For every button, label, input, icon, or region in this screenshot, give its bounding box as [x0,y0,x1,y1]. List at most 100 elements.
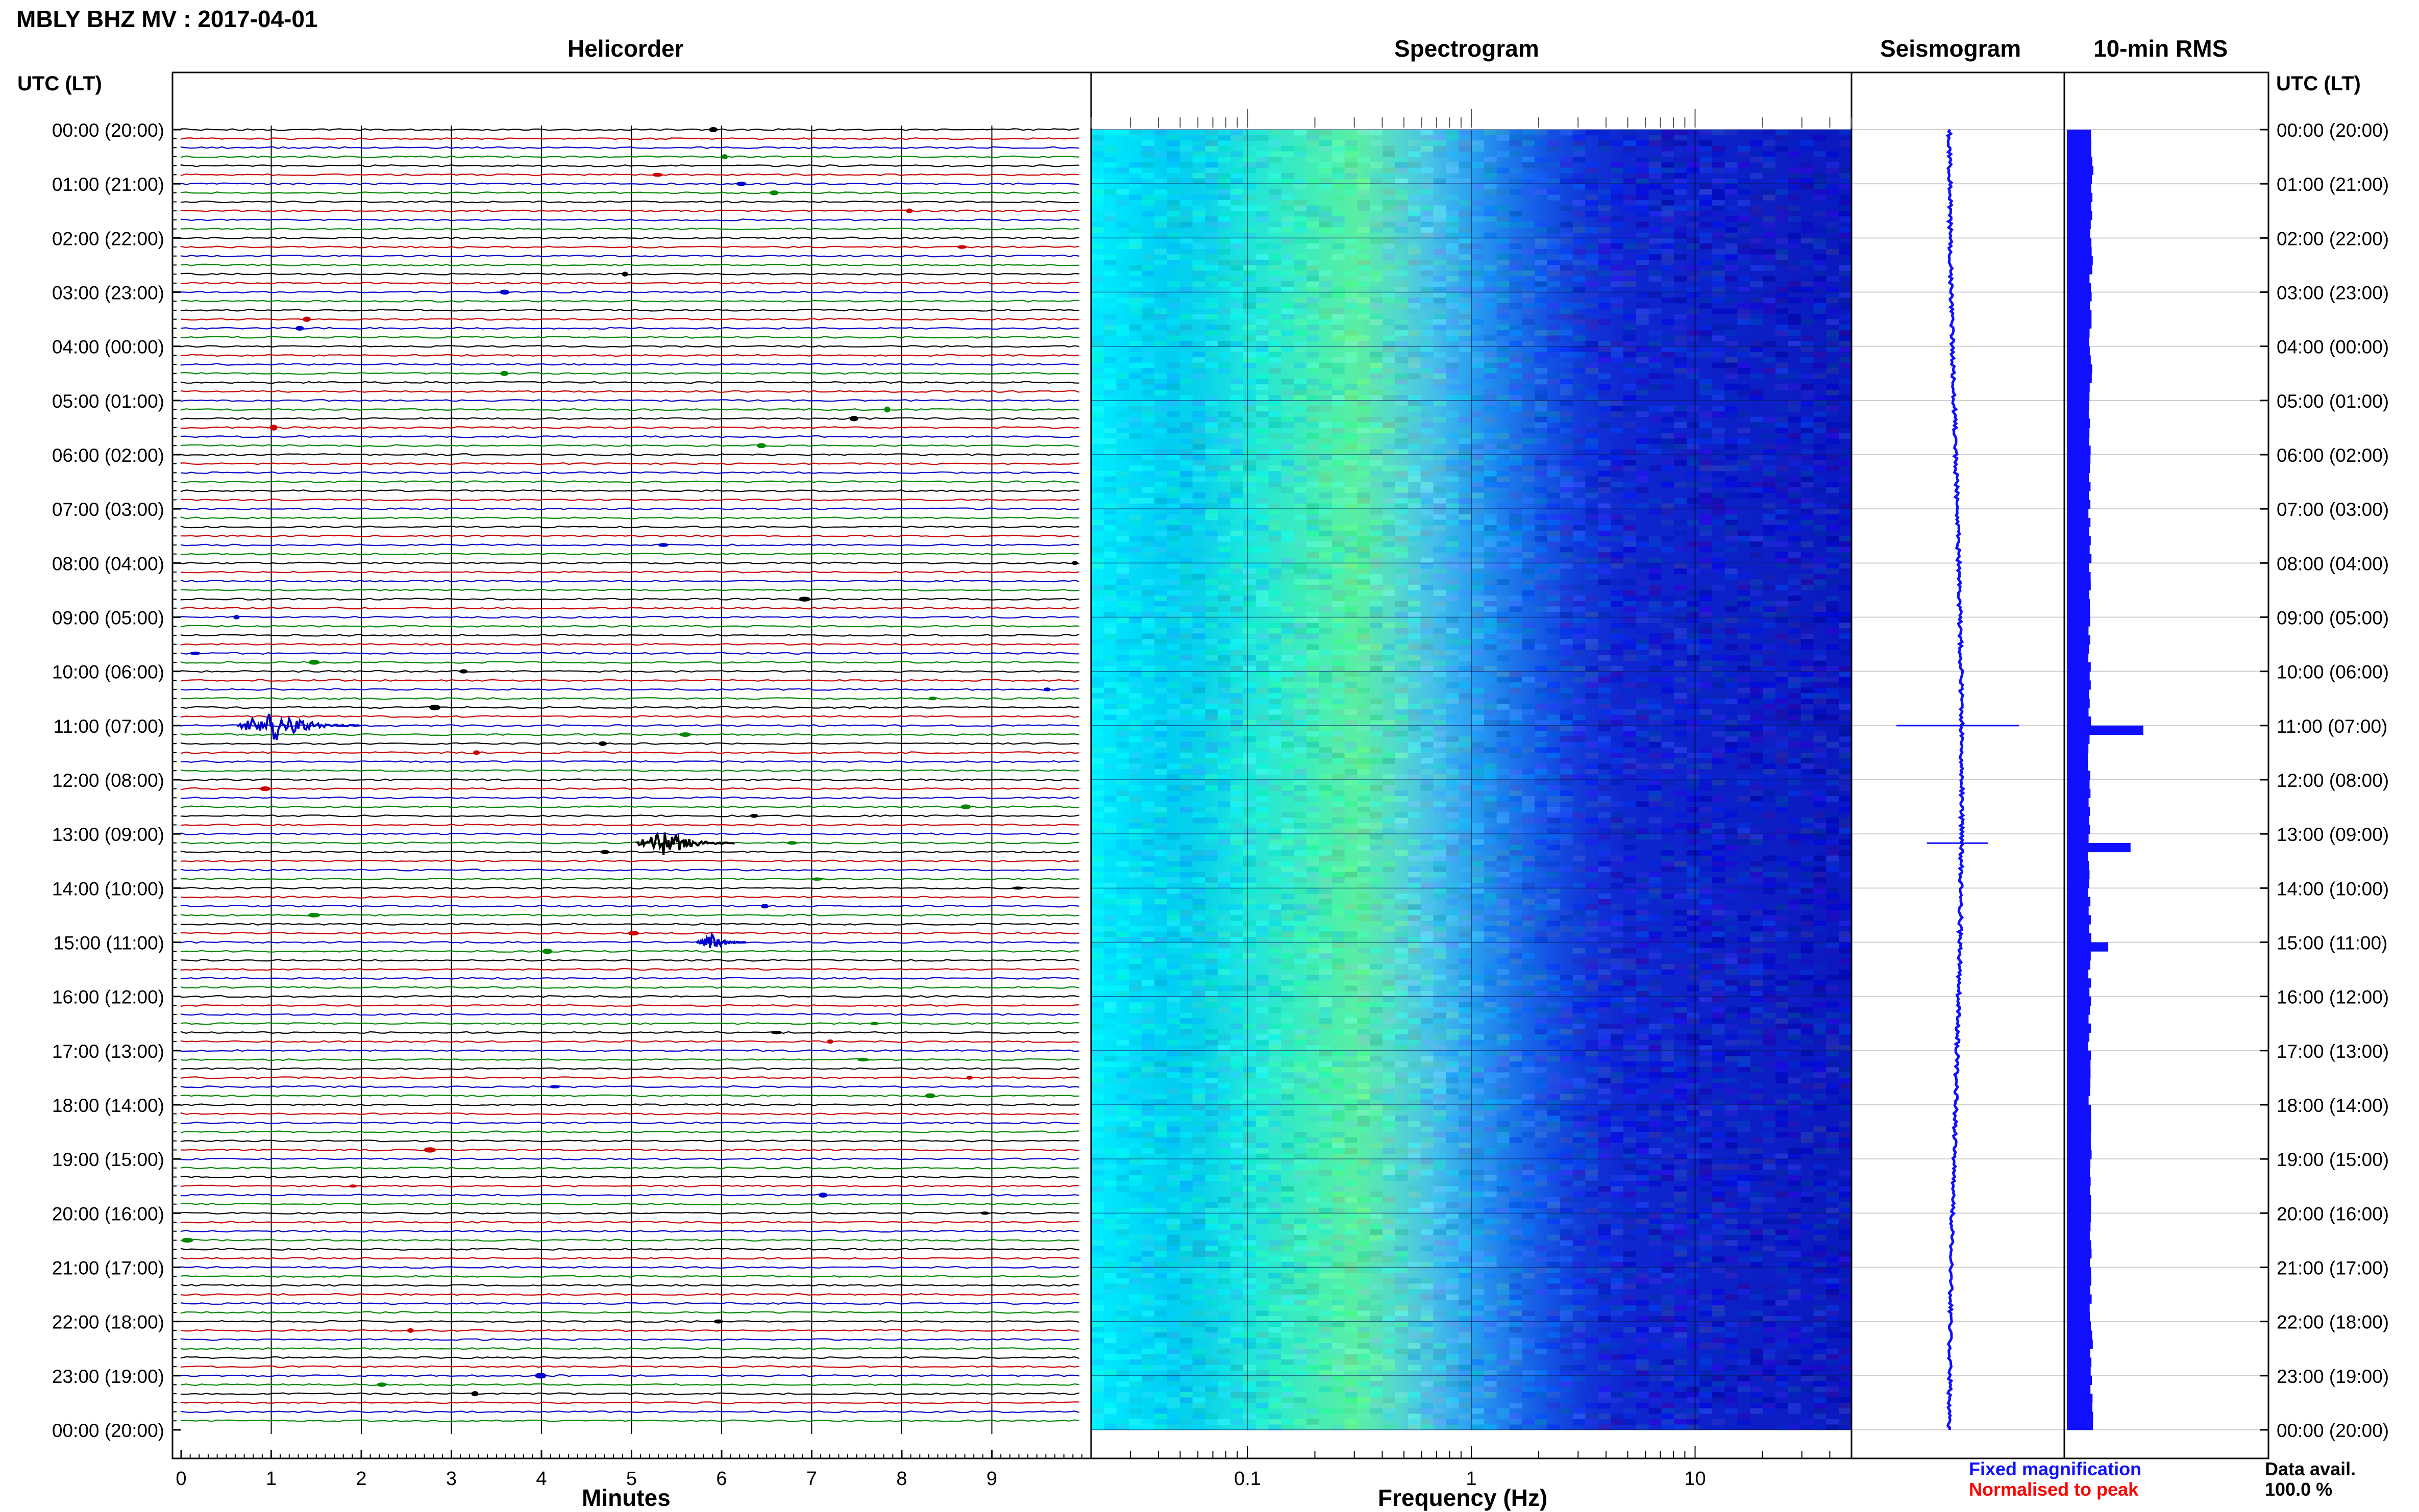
right-time-label: 04:00 (00:00) [2277,337,2389,358]
helicorder-trace [180,552,1080,556]
legend-fixed-magnification: Fixed magnification [1969,1458,2142,1479]
right-time-label: 05:00 (01:00) [2277,391,2389,412]
rms-bar [2067,256,2093,265]
helicorder-trace [181,697,1080,700]
helicorder-trace [180,1347,1080,1350]
helicorder-trace [180,1058,1080,1061]
helicorder-trace [180,733,1080,736]
helicorder-trace [180,886,1080,890]
rms-bar [2067,1141,2091,1150]
helicorder-trace [180,236,1080,240]
rms-bar [2067,842,2131,853]
helicorder-trace [180,940,1080,944]
right-time-label: 21:00 (17:00) [2277,1258,2389,1279]
helicorder-blip [429,704,440,711]
helicorder-trace [180,679,1080,682]
rms-bar [2067,184,2091,193]
helicorder-trace [180,480,1080,483]
right-time-label: 02:00 (22:00) [2277,228,2389,249]
helicorder-blip [622,271,628,277]
rms-bar [2067,1077,2091,1087]
rms-bar [2067,716,2091,726]
helicorder-blip [598,741,607,746]
helicorder-trace [180,778,1080,781]
helicorder-trace [180,561,1080,565]
helicorder-trace [180,1392,1080,1395]
rms-bar [2067,355,2091,365]
helicorder-blip [424,1147,436,1153]
helicorder-trace [180,823,1080,827]
helicorder-title: Helicorder [567,35,684,62]
helicorder-trace [180,1167,1080,1170]
rms-bar [2067,455,2091,464]
spectrogram-x-tick-label: 10 [1684,1468,1706,1490]
helicorder-trace [180,227,1080,231]
rms-bar [2067,644,2089,654]
helicorder-x-tick-label: 4 [536,1468,547,1490]
rms-bar [2067,1032,2090,1042]
helicorder-trace [180,923,1080,926]
rms-bar [2067,1312,2090,1322]
helicorder-blip [600,850,610,854]
helicorder-trace [180,598,1080,601]
left-time-label: 12:00 (08:00) [52,770,164,791]
rms-bar [2067,888,2088,898]
helicorder-trace [180,1248,1080,1251]
rms-bar [2067,788,2091,798]
right-time-label: 23:00 (19:00) [2277,1366,2389,1387]
rms-bar [2067,969,2089,979]
helicorder-trace [180,652,1079,655]
helicorder-trace [180,327,1080,330]
helicorder-x-tick-label: 6 [716,1468,727,1490]
helicorder-trace [180,245,1080,249]
helicorder-trace [180,1157,1080,1160]
helicorder-blip [811,877,823,881]
helicorder-trace [180,751,1080,754]
helicorder-trace [180,977,1080,980]
rms-bar [2067,364,2092,374]
helicorder-blip [1012,886,1024,890]
helicorder-x-tick-label: 5 [626,1468,637,1490]
helicorder-blip [857,1058,869,1062]
left-time-label: 22:00 (18:00) [52,1312,164,1333]
helicorder-blip [750,813,758,818]
helicorder-blip [181,1237,193,1243]
rms-bar [2067,987,2090,997]
helicorder-trace [180,588,1080,592]
helicorder-trace [180,399,1080,402]
helicorder-trace [180,534,1080,537]
rms-bar [2067,689,2089,699]
helicorder-trace [180,182,1080,185]
helicorder-blip [713,1319,724,1324]
rms-bar [2067,1050,2091,1060]
helicorder-trace [180,282,1080,285]
helicorder-trace [180,869,1080,872]
helicorder-trace [180,1338,1080,1341]
helicorder-trace [180,525,1080,529]
helicorder-trace [180,417,1080,420]
rms-bar [2067,1069,2091,1078]
rms-bar [2067,1411,2093,1421]
helicorder-trace [180,859,1079,862]
rms-bar [2067,942,2109,952]
helicorder-trace [180,137,1080,140]
right-time-label: 08:00 (04:00) [2277,553,2389,574]
left-time-label: 13:00 (09:00) [52,824,164,845]
helicorder-trace [180,191,1080,194]
rms-bar [2067,752,2088,762]
helicorder-trace [180,128,1080,131]
rms-bar [2067,1285,2090,1295]
rms-bar [2067,1023,2091,1033]
rms-bar [2067,608,2090,617]
helicorder-trace [180,1275,1080,1278]
rms-bar [2067,1249,2092,1259]
helicorder-trace [180,173,1080,177]
left-time-label: 21:00 (17:00) [52,1258,164,1279]
left-time-label: 18:00 (14:00) [52,1095,164,1116]
left-time-label: 11:00 (07:00) [54,716,164,737]
rms-bar [2067,1096,2089,1105]
rms-bar [2067,175,2092,184]
right-time-label: 01:00 (21:00) [2277,174,2389,195]
rms-bar [2067,1014,2089,1024]
helicorder-trace [181,317,1080,321]
